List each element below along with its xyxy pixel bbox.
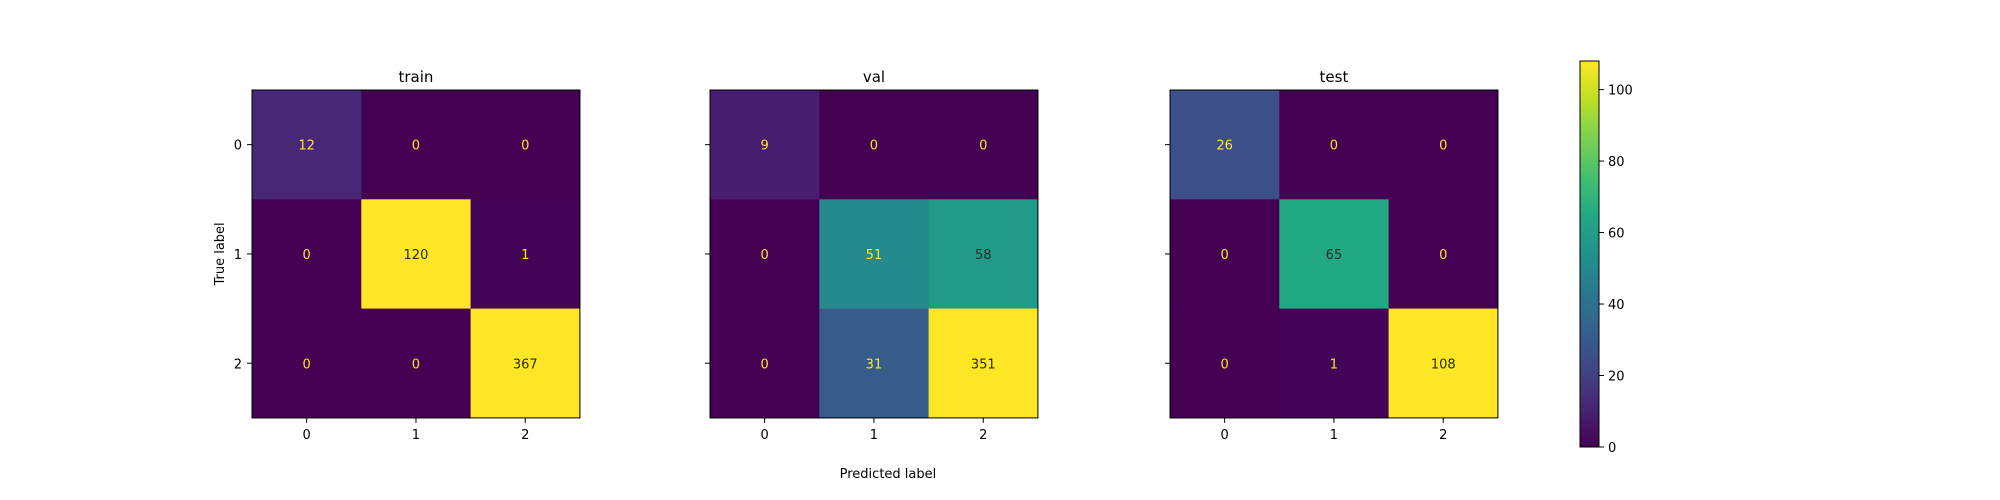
cell-test-r0-c0	[1170, 90, 1280, 200]
cell-value-train-r1-c2: 1	[521, 248, 529, 263]
cell-val-r0-c1	[819, 90, 930, 200]
cell-val-r1-c1	[819, 199, 930, 310]
cell-value-train-r2-c0: 0	[303, 357, 311, 372]
x-tick-label-train-0: 0	[303, 428, 311, 443]
colorbar-tick-label-3: 60	[1608, 227, 1625, 242]
cell-train-r1-c2	[470, 199, 581, 310]
cell-value-test-r1-c0: 0	[1221, 248, 1229, 263]
x-tick-label-test-1: 1	[1330, 428, 1338, 443]
cell-train-r0-c1	[361, 90, 472, 200]
cell-val-r1-c0	[710, 199, 820, 310]
cell-value-train-r2-c2: 367	[513, 357, 538, 372]
cell-train-r2-c1	[361, 308, 472, 419]
confusion-matrix-test: 26 0 0 0 65 0 0 1 108 test 0 1 2	[1165, 68, 1499, 443]
cell-test-r2-c2	[1388, 308, 1499, 419]
panel-title-train: train	[398, 68, 433, 86]
cell-val-r0-c0	[710, 90, 820, 200]
cell-value-val-r2-c1: 31	[866, 357, 883, 372]
cell-value-test-r0-c2: 0	[1439, 139, 1447, 154]
cell-value-val-r0-c1: 0	[870, 139, 878, 154]
cell-value-test-r2-c2: 108	[1431, 357, 1456, 372]
cell-value-val-r0-c0: 9	[761, 139, 769, 154]
cell-value-val-r1-c1: 51	[866, 248, 883, 263]
cell-value-train-r0-c1: 0	[412, 139, 420, 154]
cell-value-val-r0-c2: 0	[979, 139, 987, 154]
cell-value-test-r2-c1: 1	[1330, 357, 1338, 372]
cell-value-train-r1-c1: 120	[404, 248, 429, 263]
cell-train-r1-c1	[361, 199, 472, 310]
cell-value-test-r0-c1: 0	[1330, 139, 1338, 154]
y-axis-label: True label	[213, 222, 228, 286]
confusion-matrix-val: 9 0 0 0 51 58 0 31 351 val 0 1 2	[705, 68, 1039, 443]
cell-val-r1-c2	[928, 199, 1039, 310]
x-tick-label-val-1: 1	[870, 428, 878, 443]
colorbar-tick-label-4: 80	[1608, 155, 1625, 170]
cell-test-r2-c0	[1170, 308, 1280, 419]
cell-value-val-r2-c0: 0	[761, 357, 769, 372]
cell-val-r2-c1	[819, 308, 930, 419]
cell-val-r2-c0	[710, 308, 820, 419]
cell-test-r0-c2	[1388, 90, 1499, 200]
cell-value-test-r1-c2: 0	[1439, 248, 1447, 263]
cell-test-r2-c1	[1279, 308, 1390, 419]
x-tick-label-train-2: 2	[521, 428, 529, 443]
x-tick-label-val-0: 0	[761, 428, 769, 443]
cell-test-r1-c2	[1388, 199, 1499, 310]
x-tick-label-train-1: 1	[412, 428, 420, 443]
colorbar-tick-label-1: 20	[1608, 370, 1625, 385]
y-tick-label-train-0: 0	[234, 139, 242, 154]
cell-value-train-r2-c1: 0	[412, 357, 420, 372]
cell-value-val-r2-c2: 351	[971, 357, 996, 372]
cell-test-r1-c1	[1279, 199, 1390, 310]
cell-test-r1-c0	[1170, 199, 1280, 310]
x-axis-label: Predicted label	[840, 467, 937, 482]
cell-value-test-r0-c0: 26	[1216, 139, 1233, 154]
cell-train-r2-c2	[470, 308, 581, 419]
cell-value-test-r2-c0: 0	[1221, 357, 1229, 372]
panel-title-test: test	[1320, 68, 1349, 86]
colorbar-tick-label-0: 0	[1608, 441, 1616, 456]
x-tick-label-val-2: 2	[979, 428, 987, 443]
cell-train-r1-c0	[252, 199, 362, 310]
cell-train-r0-c0	[252, 90, 362, 200]
cell-val-r0-c2	[928, 90, 1039, 200]
y-tick-label-train-2: 2	[234, 357, 242, 372]
y-tick-label-train-1: 1	[234, 248, 242, 263]
cell-test-r0-c1	[1279, 90, 1390, 200]
cell-val-r2-c2	[928, 308, 1039, 419]
x-tick-label-test-0: 0	[1221, 428, 1229, 443]
cell-train-r2-c0	[252, 308, 362, 419]
colorbar-tick-label-2: 40	[1608, 298, 1625, 313]
colorbar: 0 20 40 60 80 100	[1579, 60, 1633, 456]
cell-value-train-r0-c0: 12	[298, 139, 315, 154]
panel-title-val: val	[863, 68, 885, 86]
cell-value-val-r1-c0: 0	[761, 248, 769, 263]
cell-value-train-r0-c2: 0	[521, 139, 529, 154]
cell-value-test-r1-c1: 65	[1326, 248, 1343, 263]
cell-value-val-r1-c2: 58	[975, 248, 992, 263]
cell-value-train-r1-c0: 0	[303, 248, 311, 263]
colorbar-gradient	[1579, 60, 1600, 448]
colorbar-tick-label-5: 100	[1608, 84, 1633, 99]
cell-train-r0-c2	[470, 90, 581, 200]
x-tick-label-test-2: 2	[1439, 428, 1447, 443]
